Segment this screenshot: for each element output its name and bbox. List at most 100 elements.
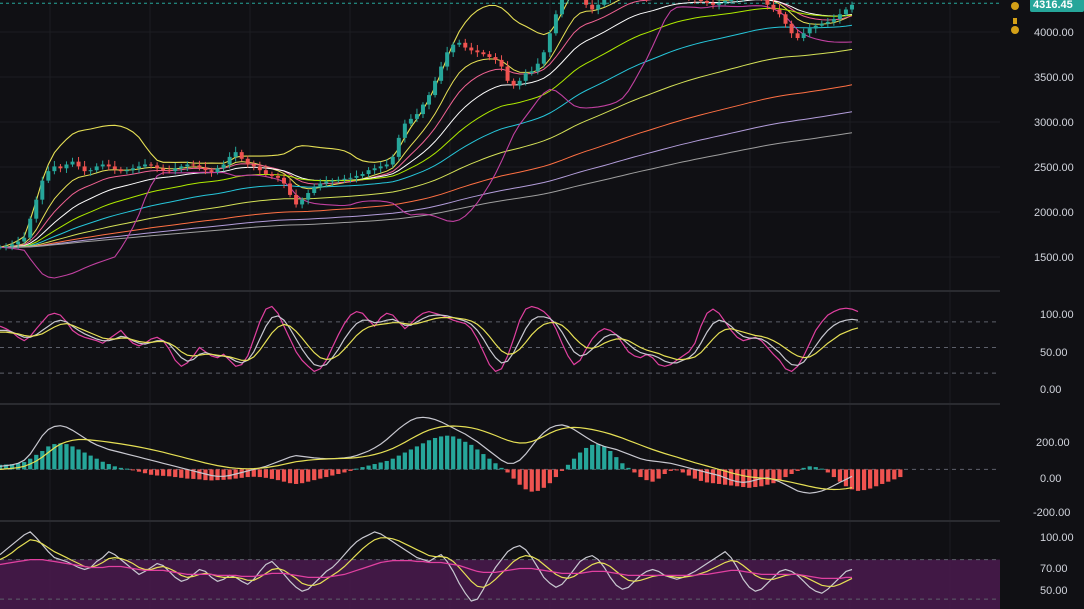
candle-body <box>263 170 268 174</box>
macd-histogram-bar <box>614 457 619 470</box>
candle-body <box>167 170 172 172</box>
candle-body <box>10 244 15 247</box>
stoch-rsi-pane[interactable] <box>0 305 1030 374</box>
moving-average-line <box>0 0 853 248</box>
candle-body <box>819 23 824 26</box>
price-axis[interactable]: 4316.45 4000.00 3500.00 3000.00 2500.00 … <box>1000 0 1084 609</box>
macd-histogram-bar <box>408 449 414 470</box>
macd-histogram-bar <box>342 469 347 473</box>
macd-histogram-bar <box>553 469 559 478</box>
macd-histogram-bar <box>185 469 190 479</box>
macd-histogram-bar <box>584 447 589 470</box>
candle-body <box>420 104 425 115</box>
candle-body <box>463 42 468 48</box>
candle-body <box>360 174 365 176</box>
macd-histogram-bar <box>789 469 794 474</box>
candle-body <box>88 170 93 172</box>
macd-histogram-bar <box>710 469 716 484</box>
candle-body <box>396 137 401 157</box>
candle-body <box>535 63 540 72</box>
macd-histogram-bar <box>336 469 341 474</box>
candle-body <box>318 183 323 188</box>
oscillator-line <box>0 314 859 367</box>
macd-histogram-bar <box>765 469 770 485</box>
macd-histogram-bar <box>360 467 365 470</box>
candle-body <box>16 241 21 245</box>
macd-histogram-bar <box>390 458 395 470</box>
macd-histogram-bar <box>481 454 486 470</box>
osc1-tick: 0.00 <box>1040 384 1061 396</box>
current-price-badge <box>1030 0 1084 12</box>
macd-histogram-bar <box>855 469 861 491</box>
oscillator-line <box>0 537 853 588</box>
macd-histogram-bar <box>650 469 655 482</box>
candle-body <box>40 180 45 200</box>
candle-body <box>372 168 377 171</box>
macd-histogram-bar <box>807 466 812 470</box>
macd-histogram-bar <box>511 469 516 479</box>
candle-body <box>408 118 413 124</box>
macd-histogram-bar <box>330 469 335 476</box>
macd-histogram-bar <box>58 443 63 470</box>
macd-histogram-bar <box>0 464 3 470</box>
candle-body <box>807 28 812 34</box>
candle-body <box>457 42 462 45</box>
macd-histogram-bar <box>753 469 758 488</box>
macd-histogram-bar <box>457 438 462 470</box>
macd-histogram-bar <box>118 467 123 470</box>
price-pane[interactable] <box>0 0 1030 279</box>
macd-histogram-bar <box>34 454 39 470</box>
pane-separators <box>0 290 1084 522</box>
macd-histogram-bar <box>167 469 172 477</box>
candle-body <box>765 0 770 5</box>
macd-histogram-bar <box>420 443 426 470</box>
candle-body <box>541 52 546 64</box>
macd-histogram-bar <box>674 469 679 471</box>
macd-histogram-bar <box>426 440 432 470</box>
candle-body <box>378 166 383 169</box>
candle-body <box>511 80 516 86</box>
moving-average-line <box>0 111 853 248</box>
candle-body <box>136 166 141 169</box>
macd-histogram-bar <box>354 468 359 470</box>
macd-histogram-bar <box>523 469 528 490</box>
candle-body <box>106 164 111 167</box>
macd-histogram-bar <box>275 469 281 481</box>
macd-histogram-bar <box>541 469 546 488</box>
macd-pane[interactable] <box>0 416 1030 494</box>
macd-tick: 0.00 <box>1040 473 1061 485</box>
candle-body <box>28 218 33 238</box>
macd-histogram-bar <box>620 463 625 470</box>
macd-histogram-bar <box>813 467 818 470</box>
macd-histogram-bar <box>257 469 262 478</box>
osc2-tick: 50.00 <box>1040 585 1068 597</box>
macd-histogram-bar <box>64 444 69 470</box>
macd-histogram-bar <box>203 469 208 481</box>
osc2-tick: 70.00 <box>1040 563 1068 575</box>
candle-body <box>82 166 87 172</box>
macd-histogram-bar <box>438 436 444 470</box>
candle-body <box>789 23 794 34</box>
macd-histogram-bar <box>837 469 843 482</box>
macd-histogram-bar <box>348 469 353 471</box>
candle-body <box>245 158 250 165</box>
candle-body <box>783 14 788 24</box>
alert-bell-icon[interactable] <box>1011 2 1019 34</box>
macd-histogram-bar <box>100 461 105 470</box>
macd-histogram-bar <box>722 469 728 485</box>
macd-histogram-bar <box>402 452 407 470</box>
macd-histogram-bar <box>251 469 256 477</box>
macd-histogram-bar <box>668 469 673 471</box>
candle-body <box>402 123 407 138</box>
macd-histogram-bar <box>892 469 897 480</box>
oscillator-pane[interactable] <box>0 531 1030 609</box>
macd-histogram-bar <box>366 465 371 470</box>
candle-body <box>130 168 135 171</box>
macd-histogram-bar <box>493 463 498 470</box>
candle-body <box>179 166 184 169</box>
candle-body <box>795 33 800 39</box>
macd-histogram-bar <box>795 469 800 471</box>
macd-histogram-bar <box>76 449 81 470</box>
